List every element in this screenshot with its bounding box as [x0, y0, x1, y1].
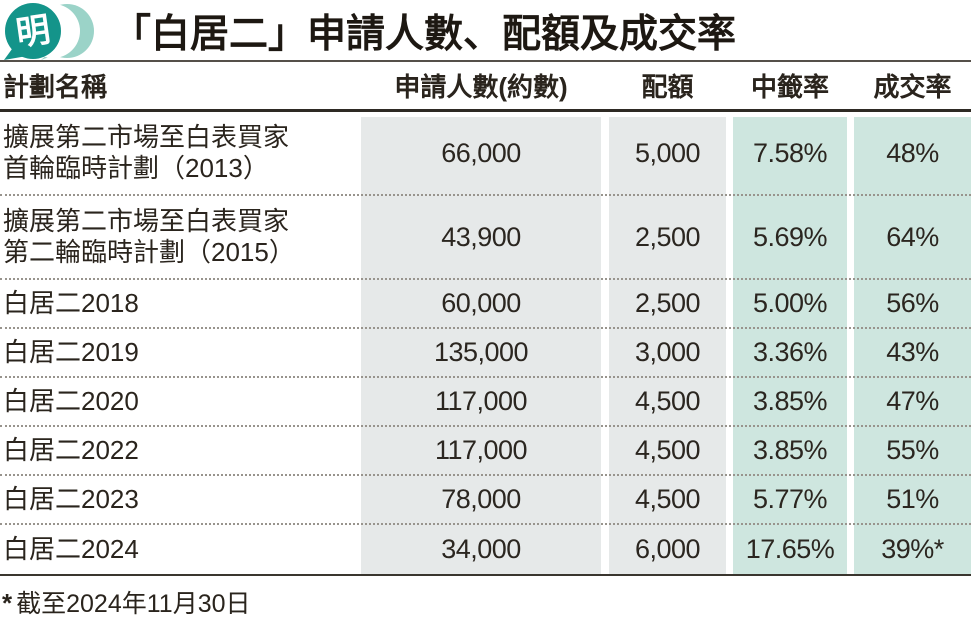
- cell-scheme-name: 白居二2019: [0, 337, 361, 368]
- cell-applicants: 78,000: [441, 484, 521, 514]
- scheme-name-line: 白居二2019: [3, 337, 139, 367]
- cell-deal-rate: 39%*: [881, 534, 944, 564]
- cell-scheme-name: 白居二2023: [0, 484, 361, 515]
- cell-scheme-name: 白居二2024: [0, 534, 361, 565]
- footnote: * 截至2024年11月30日: [0, 576, 971, 620]
- cell-ballot-rate: 7.58%: [752, 137, 828, 168]
- scheme-name-line: 白居二2024: [3, 534, 139, 564]
- header-cell-deal-rate: 成交率: [873, 72, 952, 102]
- ming-pao-logo-icon: 明: [4, 3, 94, 60]
- header-cell-quota: 配額: [641, 72, 694, 102]
- column-stripe-quota: [609, 117, 726, 574]
- cell-ballot-rate: 17.65%: [745, 534, 835, 564]
- table-row: 白居二2024 34,000 6,000 17.65% 39%*: [0, 525, 971, 574]
- cell-applicants: 117,000: [434, 435, 528, 465]
- header-bar: 明 「白居二」申請人數、配額及成交率: [0, 0, 971, 62]
- table-row: 白居二2022 117,000 4,500 3.85% 55%: [0, 427, 971, 476]
- cell-quota: 4,500: [634, 435, 701, 465]
- cell-quota: 3,000: [634, 337, 701, 367]
- brand-logo: 明: [3, 1, 107, 61]
- cell-scheme-name: 白居二2020: [0, 386, 361, 417]
- cell-quota: 4,500: [634, 386, 701, 416]
- cell-ballot-rate: 5.69%: [752, 221, 828, 252]
- cell-deal-rate: 51%: [886, 484, 939, 514]
- footnote-marker: *: [2, 588, 13, 618]
- scheme-name-line: 白居二2018: [3, 288, 139, 318]
- scheme-name-line: 第二輪臨時計劃（2015）: [3, 237, 295, 267]
- scheme-name-line: 白居二2023: [3, 484, 139, 514]
- cell-deal-rate: 64%: [886, 221, 939, 252]
- column-stripe-ballot-rate: [733, 117, 847, 574]
- cell-quota: 5,000: [634, 137, 701, 168]
- header-cell-ballot-rate: 中籤率: [750, 72, 829, 102]
- scheme-name-line: 擴展第二市場至白表買家: [3, 122, 290, 152]
- cell-deal-rate: 56%: [886, 288, 939, 318]
- cell-applicants: 135,000: [433, 337, 529, 367]
- scheme-name-line: 首輪臨時計劃（2013）: [3, 153, 269, 183]
- cell-scheme-name: 擴展第二市場至白表買家 首輪臨時計劃（2013）: [0, 122, 361, 184]
- table-body: 擴展第二市場至白表買家 首輪臨時計劃（2013） 66,000 5,000 7.…: [0, 112, 971, 576]
- cell-applicants: 60,000: [441, 288, 521, 318]
- cell-scheme-name: 擴展第二市場至白表買家 第二輪臨時計劃（2015）: [0, 206, 361, 268]
- table-row: 白居二2018 60,000 2,500 5.00% 56%: [0, 280, 971, 329]
- cell-ballot-rate: 3.85%: [752, 435, 828, 465]
- scheme-name-line: 擴展第二市場至白表買家: [3, 206, 290, 236]
- cell-quota: 6,000: [634, 534, 701, 564]
- logo-character: 明: [14, 11, 53, 53]
- column-stripe-applicants: [361, 117, 601, 574]
- table-row: 擴展第二市場至白表買家 首輪臨時計劃（2013） 66,000 5,000 7.…: [0, 112, 971, 196]
- table-row: 白居二2023 78,000 4,500 5.77% 51%: [0, 476, 971, 525]
- cell-deal-rate: 55%: [886, 435, 939, 465]
- table-row: 擴展第二市場至白表買家 第二輪臨時計劃（2015） 43,900 2,500 5…: [0, 196, 971, 280]
- cell-applicants: 34,000: [441, 534, 521, 564]
- table-row: 白居二2020 117,000 4,500 3.85% 47%: [0, 378, 971, 427]
- scheme-table: 計劃名稱 申請人數(約數) 配額 中籤率 成交率 擴展第二市場至白表買家 首輪臨…: [0, 62, 971, 576]
- cell-deal-rate: 43%: [886, 337, 939, 367]
- page-title: 「白居二」申請人數、配額及成交率: [112, 13, 737, 56]
- cell-quota: 2,500: [634, 221, 701, 252]
- scheme-name-line: 白居二2020: [3, 386, 139, 416]
- cell-quota: 4,500: [634, 484, 701, 514]
- cell-ballot-rate: 3.36%: [752, 337, 828, 367]
- cell-deal-rate: 48%: [886, 137, 939, 168]
- cell-ballot-rate: 3.85%: [752, 386, 828, 416]
- scheme-name-line: 白居二2022: [3, 435, 139, 465]
- cell-ballot-rate: 5.77%: [752, 484, 828, 514]
- cell-applicants: 43,900: [441, 221, 521, 252]
- cell-quota: 2,500: [634, 288, 701, 318]
- footnote-text: 截至2024年11月30日: [16, 590, 251, 618]
- column-stripe-deal-rate: [854, 117, 971, 574]
- cell-applicants: 66,000: [441, 137, 521, 168]
- cell-ballot-rate: 5.00%: [752, 288, 828, 318]
- table-row: 白居二2019 135,000 3,000 3.36% 43%: [0, 329, 971, 378]
- header-cell-applicants: 申請人數(約數): [394, 72, 568, 102]
- cell-scheme-name: 白居二2022: [0, 435, 361, 466]
- cell-scheme-name: 白居二2018: [0, 288, 361, 319]
- cell-deal-rate: 47%: [886, 386, 939, 416]
- table-header: 計劃名稱 申請人數(約數) 配額 中籤率 成交率: [0, 62, 971, 112]
- header-cell-scheme-name: 計劃名稱: [3, 72, 108, 102]
- cell-applicants: 117,000: [434, 386, 528, 416]
